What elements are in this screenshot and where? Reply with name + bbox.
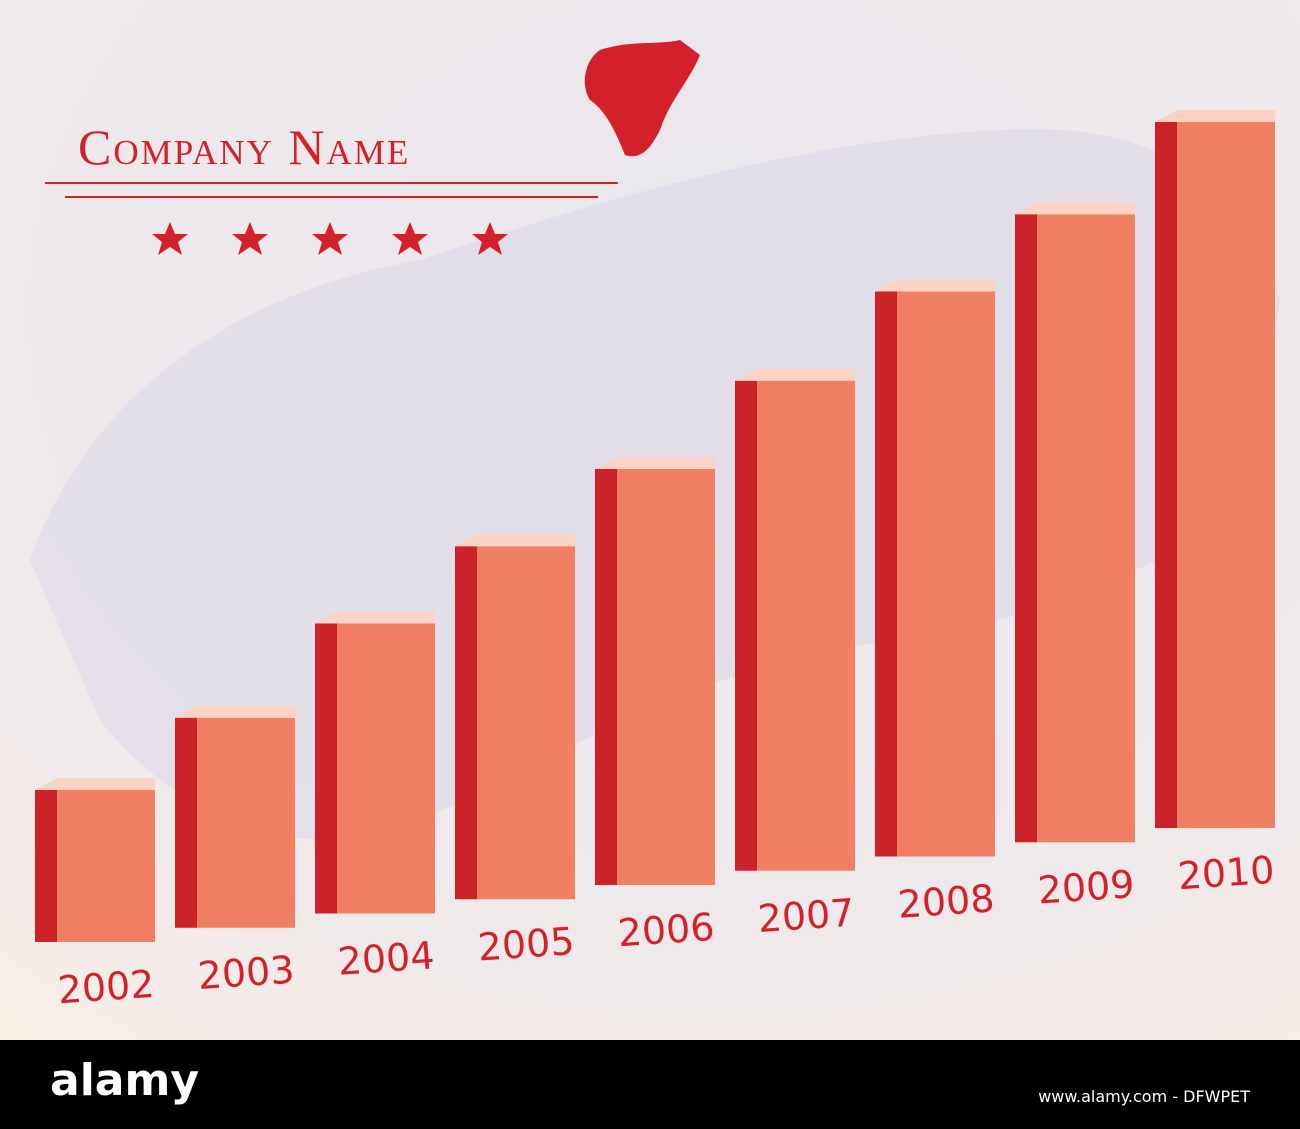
bar-side [35,790,57,942]
footer-bar [0,1040,1300,1129]
x-tick-label: 2003 [196,947,296,998]
bar-side [175,717,197,928]
bar [477,546,575,900]
x-tick-label: 2009 [1036,862,1136,913]
bar-side [1015,214,1037,843]
x-tick-label: 2004 [336,933,436,984]
bar [57,790,155,942]
bar [897,291,995,857]
bar-top [1015,202,1135,215]
x-tick-label: 2002 [56,962,156,1013]
x-tick-label: 2007 [756,890,856,941]
bar-top [455,534,575,547]
x-tick-label: 2010 [1176,848,1276,899]
bar [337,623,435,914]
bar-top [175,705,295,718]
bar-side [1155,122,1177,828]
bar-top [315,611,435,624]
bar-side [315,623,337,914]
bar-side [455,546,477,900]
bar [617,469,715,885]
bar-top [735,368,855,381]
bar-side [595,469,617,885]
bar-side [875,291,897,857]
stars [152,222,508,255]
africa-icon [584,40,700,157]
bar-top [595,457,715,469]
chart-title: Company Name [78,119,410,175]
bar [1037,214,1135,843]
x-tick-label: 2008 [896,876,996,927]
x-tick-label: 2006 [616,905,716,956]
footer-logo: alamy [50,1055,199,1106]
bar-side [735,380,757,871]
bar [197,717,295,928]
x-tick-label: 2005 [476,919,576,970]
bar [757,380,855,871]
bar [1177,122,1275,828]
bar-top [1155,110,1275,122]
bar-top [875,279,995,292]
footer-credit: www.alamy.com - DFWPET [1038,1087,1250,1106]
bar-top [35,778,155,790]
